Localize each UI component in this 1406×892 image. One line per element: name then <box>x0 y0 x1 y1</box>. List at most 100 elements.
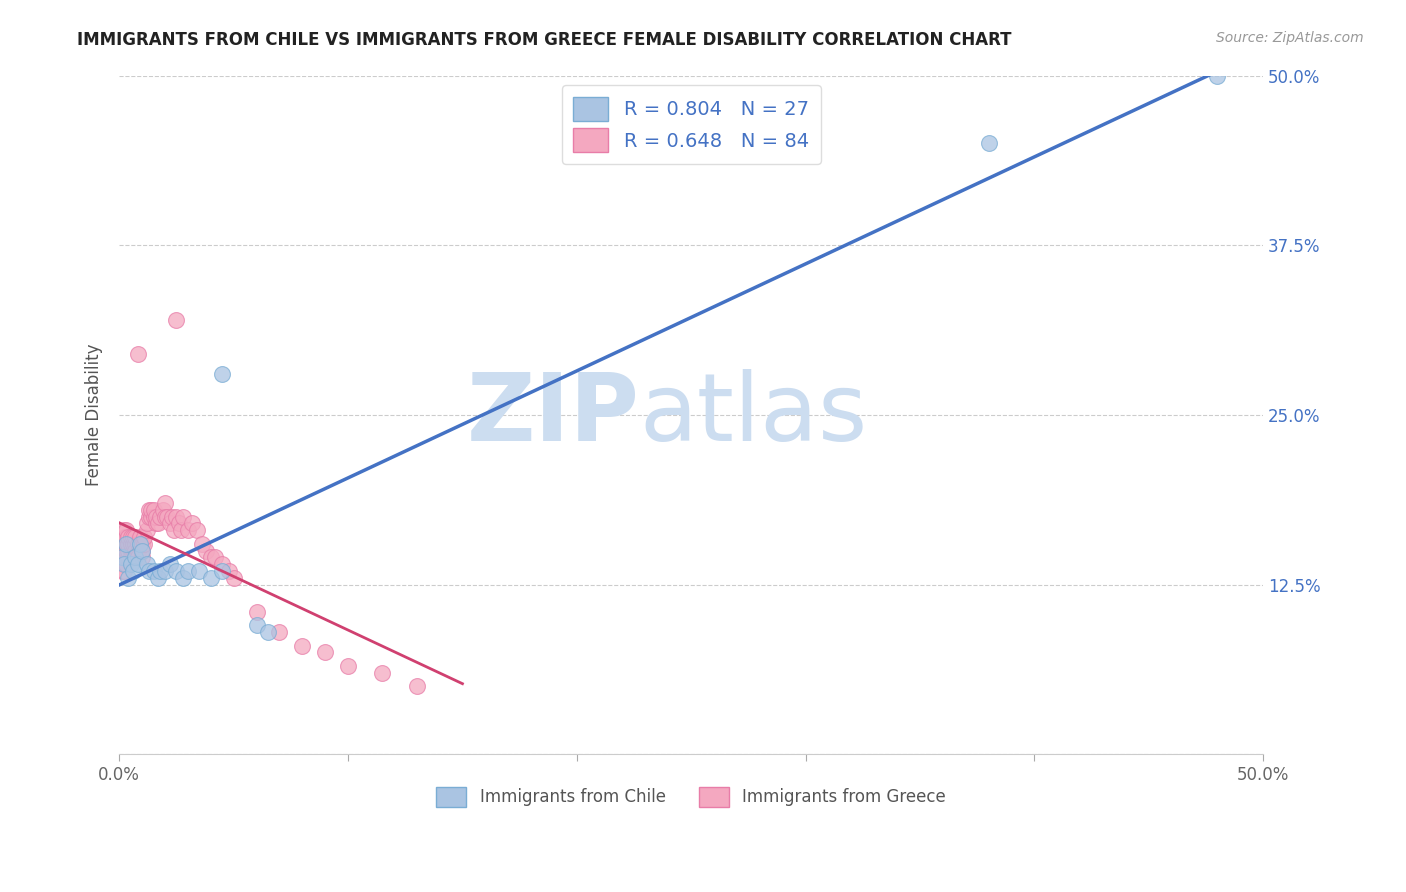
Point <box>131 543 153 558</box>
Point <box>131 543 153 558</box>
Point <box>146 516 169 531</box>
Point <box>181 516 204 531</box>
Point <box>127 543 149 558</box>
Point <box>120 530 142 544</box>
Point <box>117 537 139 551</box>
Point <box>257 625 280 640</box>
Point <box>200 571 222 585</box>
Point <box>110 550 132 565</box>
Point <box>163 523 186 537</box>
Point <box>110 537 132 551</box>
Point <box>120 557 142 571</box>
Point <box>177 564 200 578</box>
Point <box>337 659 360 673</box>
Point <box>172 509 194 524</box>
Point <box>149 564 172 578</box>
Point <box>122 543 145 558</box>
Point <box>117 543 139 558</box>
Point <box>110 550 132 565</box>
Point <box>115 543 138 558</box>
Point <box>190 537 212 551</box>
Point <box>167 516 190 531</box>
Point <box>110 543 132 558</box>
Point <box>124 537 146 551</box>
Point <box>131 537 153 551</box>
Point <box>1206 69 1229 83</box>
Point <box>122 564 145 578</box>
Point <box>141 503 163 517</box>
Point <box>110 564 132 578</box>
Point <box>177 523 200 537</box>
Point <box>115 537 138 551</box>
Point <box>127 537 149 551</box>
Point <box>138 509 160 524</box>
Point <box>142 503 165 517</box>
Point <box>142 564 165 578</box>
Point <box>153 496 176 510</box>
Text: atlas: atlas <box>640 369 868 461</box>
Point <box>245 605 267 619</box>
Point <box>145 509 167 524</box>
Point <box>211 564 233 578</box>
Point <box>128 537 150 551</box>
Point <box>115 537 138 551</box>
Point <box>141 509 163 524</box>
Point <box>115 550 138 565</box>
Point <box>124 543 146 558</box>
Point <box>153 564 176 578</box>
Point <box>120 543 142 558</box>
Point <box>186 523 208 537</box>
Point <box>222 571 245 585</box>
Point <box>211 367 233 381</box>
Point <box>166 564 188 578</box>
Point <box>124 550 146 565</box>
Point <box>117 550 139 565</box>
Point <box>124 550 146 565</box>
Point <box>112 537 135 551</box>
Point <box>117 571 139 585</box>
Point <box>134 537 156 551</box>
Point <box>120 537 142 551</box>
Point <box>131 550 153 565</box>
Point <box>160 509 183 524</box>
Point <box>128 530 150 544</box>
Point <box>152 503 174 517</box>
Point <box>245 618 267 632</box>
Point <box>127 557 149 571</box>
Point <box>204 550 226 565</box>
Point <box>117 530 139 544</box>
Point <box>166 509 188 524</box>
Point <box>146 571 169 585</box>
Legend: Immigrants from Chile, Immigrants from Greece: Immigrants from Chile, Immigrants from G… <box>430 780 953 814</box>
Text: Source: ZipAtlas.com: Source: ZipAtlas.com <box>1216 31 1364 45</box>
Point <box>112 557 135 571</box>
Point <box>112 523 135 537</box>
Text: ZIP: ZIP <box>467 369 640 461</box>
Point <box>159 557 181 571</box>
Point <box>159 516 181 531</box>
Point <box>115 557 138 571</box>
Point <box>112 550 135 565</box>
Text: IMMIGRANTS FROM CHILE VS IMMIGRANTS FROM GREECE FEMALE DISABILITY CORRELATION CH: IMMIGRANTS FROM CHILE VS IMMIGRANTS FROM… <box>77 31 1012 49</box>
Point <box>128 537 150 551</box>
Point <box>135 557 157 571</box>
Point <box>149 509 172 524</box>
Point <box>122 530 145 544</box>
Point <box>977 136 1000 151</box>
Point <box>218 564 240 578</box>
Point <box>110 557 132 571</box>
Point <box>135 516 157 531</box>
Point <box>124 530 146 544</box>
Point <box>291 639 314 653</box>
Point <box>153 509 176 524</box>
Point <box>122 537 145 551</box>
Point <box>138 503 160 517</box>
Point <box>112 557 135 571</box>
Point <box>188 564 211 578</box>
Point <box>112 543 135 558</box>
Point <box>138 564 160 578</box>
Point <box>170 523 193 537</box>
Point <box>405 679 427 693</box>
Point <box>200 550 222 565</box>
Point <box>172 571 194 585</box>
